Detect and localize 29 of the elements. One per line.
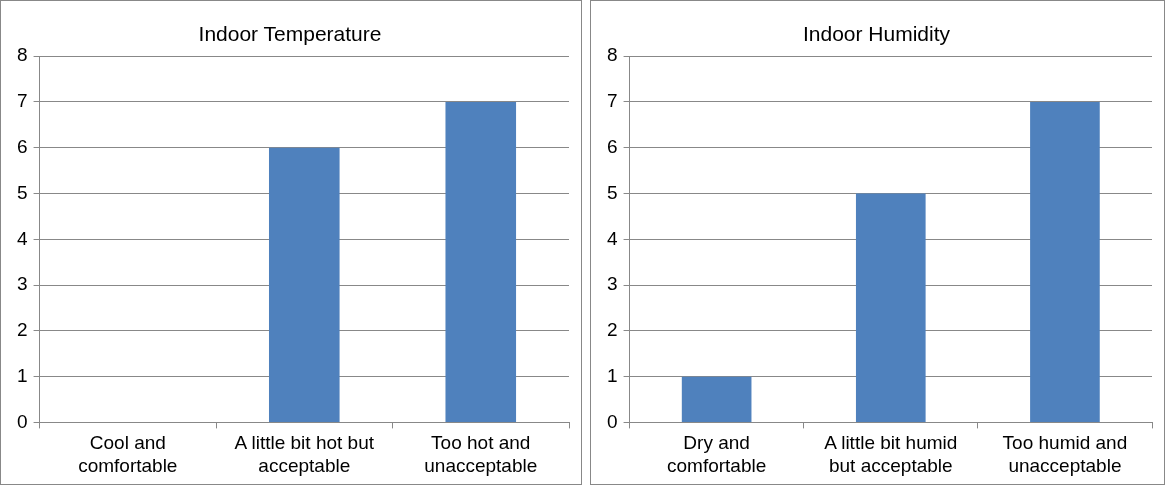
y-tick-label: 6 <box>606 135 618 157</box>
x-tick-label: A little bit hot but acceptable <box>234 432 375 476</box>
y-tick-label: 2 <box>16 319 28 341</box>
y-tick-label: 8 <box>16 44 28 66</box>
chart-title: Indoor Temperature <box>198 22 382 46</box>
chart-title: Indoor Humidity <box>802 22 951 46</box>
bar <box>855 193 926 422</box>
y-tick-label: 7 <box>16 90 28 112</box>
y-tick-label: 4 <box>16 227 28 249</box>
x-tick-label: Cool and comfortable <box>78 432 178 476</box>
y-tick-label: 3 <box>16 273 28 295</box>
y-tick-label: 1 <box>606 364 618 386</box>
y-tick-label: 8 <box>606 44 618 66</box>
y-tick-label: 4 <box>606 227 618 249</box>
y-tick-label: 7 <box>606 90 618 112</box>
y-tick-label: 6 <box>16 135 28 157</box>
x-tick-label: Too hot and unacceptable <box>424 432 538 476</box>
x-tick-label: Too humid and unacceptable <box>1002 432 1128 476</box>
y-tick-label: 0 <box>606 410 618 432</box>
bar <box>681 376 752 422</box>
y-tick-label: 0 <box>16 410 28 432</box>
y-tick-label: 5 <box>16 181 28 203</box>
x-tick-label: A little bit humid but acceptable <box>824 432 958 476</box>
y-tick-label: 3 <box>606 273 618 295</box>
y-tick-label: 5 <box>606 181 618 203</box>
y-tick-label: 1 <box>16 364 28 386</box>
y-tick-label: 2 <box>606 319 618 341</box>
bar <box>1030 101 1100 422</box>
x-tick-label: Dry and comfortable <box>667 432 767 476</box>
